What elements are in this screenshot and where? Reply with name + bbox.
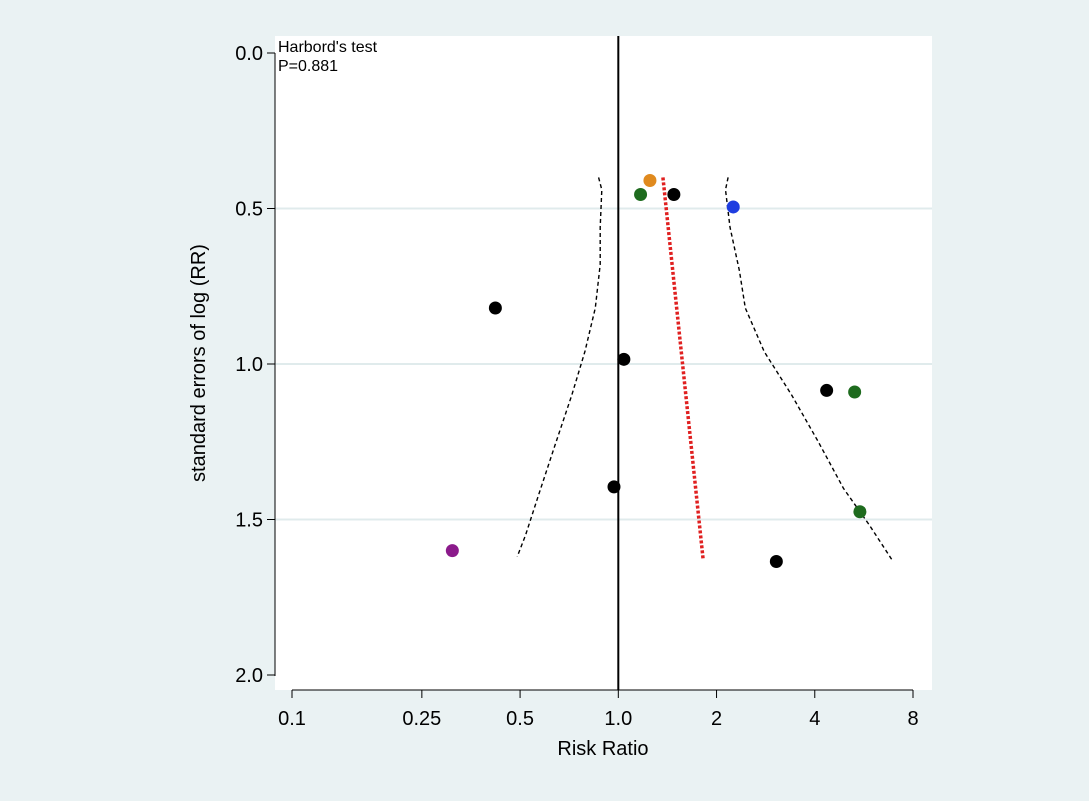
annotation-p-value: P=0.881 <box>278 58 338 75</box>
funnel-limit-upper <box>724 177 893 561</box>
grid-lines <box>275 207 932 521</box>
funnel-limits <box>516 177 893 561</box>
x-tick-label-1: 0.25 <box>402 708 441 730</box>
y-tick-label-4: 2.0 <box>235 665 263 687</box>
x-tick-label-3: 1.0 <box>604 708 632 730</box>
data-point-9 <box>853 505 867 519</box>
data-point-10 <box>445 544 459 558</box>
data-points <box>445 174 867 568</box>
data-point-6 <box>820 383 834 397</box>
x-tick-label-4: 2 <box>711 708 722 730</box>
y-tick-label-3: 1.5 <box>235 510 263 532</box>
x-axis-label: Risk Ratio <box>557 738 648 760</box>
data-point-0 <box>643 174 657 188</box>
data-point-8 <box>607 480 621 494</box>
y-tick-label-2: 1.0 <box>235 354 263 376</box>
data-point-4 <box>488 301 502 315</box>
x-tick-label-2: 0.5 <box>506 708 534 730</box>
x-tick-label-0: 0.1 <box>278 708 306 730</box>
data-point-3 <box>726 200 740 214</box>
regression-line <box>661 177 705 561</box>
data-point-2 <box>667 188 681 202</box>
axes: 0.0 0.5 1.0 1.5 2.0 0.1 0.25 0.5 1.0 2 4 8 <box>235 43 918 730</box>
regression-line-group <box>661 177 705 561</box>
data-point-11 <box>769 554 783 568</box>
y-axis-label: standard errors of log (RR) <box>188 244 210 482</box>
data-point-5 <box>617 352 631 366</box>
annotation-test-name: Harbord's test <box>278 39 378 56</box>
funnel-limit-lower <box>516 177 603 558</box>
y-tick-label-0: 0.0 <box>235 43 263 65</box>
x-tick-label-6: 8 <box>907 708 918 730</box>
data-point-1 <box>634 188 648 202</box>
y-tick-label-1: 0.5 <box>235 199 263 221</box>
x-tick-label-5: 4 <box>809 708 820 730</box>
data-point-7 <box>848 385 862 399</box>
